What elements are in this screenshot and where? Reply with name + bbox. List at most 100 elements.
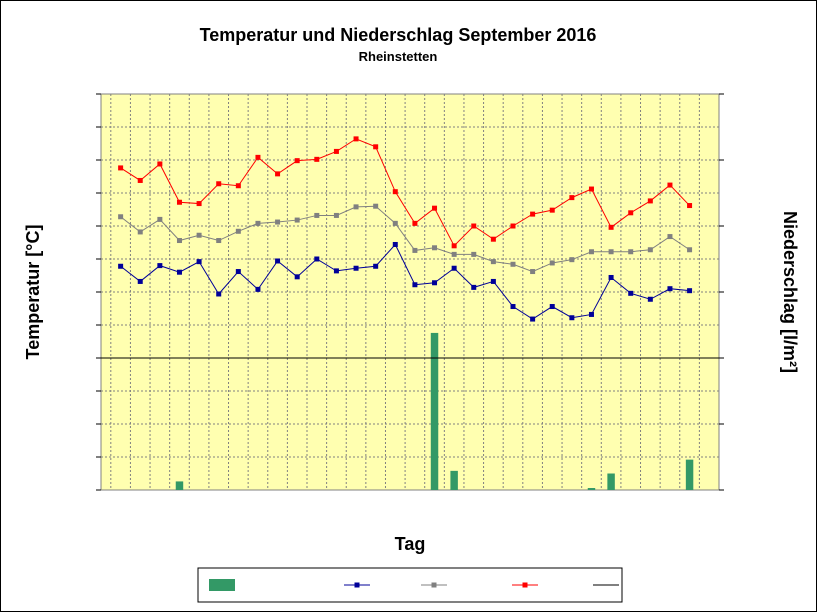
tmean-point [432,245,438,251]
tmax-point [137,177,143,183]
tmean-point [588,249,594,255]
x-axis-label: Tag [395,534,426,554]
tmax-point [314,156,320,162]
tmax-point [530,211,536,217]
tmax-point [176,199,182,205]
tmax-point [118,165,124,171]
tmin-point [549,304,555,310]
tmean-point [235,228,241,234]
tmin-point [314,256,320,262]
tmean-point [549,260,555,266]
tmin-point [530,316,536,322]
niederschlag-bar [587,488,596,490]
legend-entries [209,579,619,591]
tmin-point [176,269,182,275]
chart-subtitle: Rheinstetten [359,49,438,64]
legend-swatch-niederschlag [209,579,235,591]
tmin-point [588,311,594,317]
niederschlag-bar [685,459,694,490]
tmin-point [137,278,143,284]
legend-marker-tmean [431,582,437,588]
tmax-point [196,201,202,207]
tmean-point [530,269,536,275]
niederschlag-bar [430,332,439,490]
tmean-point [667,234,673,240]
tmean-point [687,247,693,253]
tmean-point [471,251,477,257]
y-axis-right-ticks [719,93,724,491]
tmax-point [588,186,594,192]
tmean-point [353,204,359,210]
tmean-point [628,249,634,255]
tmean-point [392,220,398,226]
tmin-point [196,259,202,265]
tmax-point [510,223,516,229]
tmax-line [120,138,690,247]
tmean-point [176,238,182,244]
tmean-point [196,232,202,238]
tmax-point [333,148,339,154]
tmax-point [412,220,418,226]
tmax-point [549,207,555,213]
tmin-line [120,243,690,320]
tmin-point [569,315,575,321]
tmin-point [294,274,300,280]
tmax-point [255,154,261,160]
legend-marker-tmin [354,582,360,588]
tmean-point [216,238,222,244]
tmean-point [294,217,300,223]
tmax-point [275,171,281,177]
tmean-point [373,203,379,209]
legend [197,567,623,603]
tmin-point [471,284,477,290]
tmax-point [157,161,163,167]
chart-title: Temperatur und Niederschlag September 20… [200,25,597,45]
tmean-point [412,247,418,253]
temperature-lines [118,136,693,322]
gridlines [101,94,719,490]
tmean-point [314,212,320,218]
tmin-point [275,258,281,264]
tmin-point [510,304,516,310]
tmean-point [118,214,124,220]
tmin-point [235,269,241,275]
tmin-point [333,268,339,274]
tmax-point [294,158,300,164]
tmax-point [432,205,438,211]
tmean-point [451,251,457,257]
tmin-point [392,241,398,247]
tmax-point [608,224,614,230]
tmean-point [647,247,653,253]
niederschlag-bars [175,332,694,490]
tmin-point [255,286,261,292]
legend-marker-tmax [522,582,528,588]
tmean-point [137,229,143,235]
tmax-point [569,195,575,201]
tmin-point [118,263,124,269]
tmax-point [490,236,496,242]
tmin-point [608,274,614,280]
niederschlag-bar [175,481,184,490]
tmin-point [490,278,496,284]
tmin-point [157,263,163,269]
tmin-point [667,286,673,292]
tmin-point [412,282,418,288]
tmean-point [510,261,516,267]
tmax-point [628,210,634,216]
tmean-point [490,259,496,265]
tmax-point [647,198,653,204]
tmin-point [373,263,379,269]
y-axis-right-label: Niederschlag [l/m²] [780,211,800,373]
tmax-point [216,181,222,187]
tmax-point [235,183,241,189]
tmax-point [687,203,693,209]
tmean-line [120,205,690,273]
tmean-point [255,220,261,226]
tmin-point [628,290,634,296]
tmean-point [569,257,575,263]
y-axis-left-label: Temperatur [°C] [23,225,43,360]
tmin-point [451,265,457,271]
tmax-point [353,136,359,142]
